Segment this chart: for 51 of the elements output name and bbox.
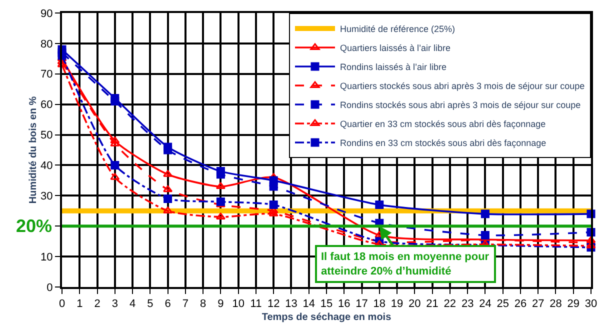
x-tick-label: 26 xyxy=(514,298,527,310)
x-tick-label: 7 xyxy=(182,298,188,310)
x-tick-label: 27 xyxy=(532,298,544,310)
x-tick-label: 9 xyxy=(218,298,224,310)
x-tick-label: 14 xyxy=(302,298,315,310)
y-tick-label: 50 xyxy=(40,130,53,142)
x-tick-label: 19 xyxy=(390,298,404,310)
x-tick-label: 2 xyxy=(94,298,100,310)
x-tick-label: 3 xyxy=(112,298,118,310)
y-tick-label: 0 xyxy=(46,282,53,294)
x-tick-label: 21 xyxy=(426,298,438,310)
x-tick-label: 10 xyxy=(232,298,244,310)
x-tick-label: 18 xyxy=(373,298,386,310)
x-tick-label: 1 xyxy=(76,298,83,310)
x-tick-label: 29 xyxy=(567,298,580,310)
x-tick-label: 23 xyxy=(461,298,474,310)
y-tick-label: 80 xyxy=(40,38,53,50)
legend-label: Quartiers stockés sous abri après 3 mois de séjour sur coupe xyxy=(340,81,585,92)
x-tick-label: 15 xyxy=(320,298,333,310)
x-axis-title: Temps de séchage en mois xyxy=(262,312,392,324)
x-tick-label: 0 xyxy=(58,298,66,310)
y-tick-label: 10 xyxy=(40,251,53,264)
x-tick-label: 20 xyxy=(408,298,421,310)
x-tick-label: 13 xyxy=(285,298,298,310)
legend-label: Rondins en 33 cm stockés sous abri dès façonnage xyxy=(340,138,546,148)
annotation: Il faut 18 mois en moyenne pour atteindre 20% d’humidité xyxy=(321,251,490,278)
y-axis-title: Humidité du bois en % xyxy=(28,96,40,204)
x-tick-label: 8 xyxy=(200,298,206,310)
y-tick-label: 40 xyxy=(40,160,53,172)
x-tick-label: 5 xyxy=(147,298,154,310)
x-tick-label: 22 xyxy=(444,298,456,310)
x-tick-label: 28 xyxy=(550,298,562,310)
x-tick-label: 17 xyxy=(356,298,368,310)
y-tick-label: 30 xyxy=(40,190,53,203)
x-tick-label: 16 xyxy=(338,298,350,310)
legend-label: Quartiers laissés à l’air libre xyxy=(340,43,451,54)
legend-label: Rondins laissés à l’air libre xyxy=(340,62,447,72)
x-tick-label: 11 xyxy=(250,298,262,310)
x-tick-label: 6 xyxy=(164,298,171,310)
x-tick-label: 4 xyxy=(129,298,136,310)
legend-label: Humidité de référence (25%) xyxy=(340,24,456,34)
y-tick-label: 70 xyxy=(40,68,53,81)
x-tick-label: 25 xyxy=(496,298,509,310)
legend-label: Quartier en 33 cm stockés sous abri dès façonnage xyxy=(340,119,546,130)
x-tick-label: 30 xyxy=(584,298,598,310)
y-tick-label: 90 xyxy=(40,8,53,20)
x-tick-label: 12 xyxy=(267,298,280,310)
ref-line-label: 20% xyxy=(16,216,52,236)
legend-label: Rondins stockés sous abri après 3 mois de séjour sur coupe xyxy=(340,100,581,110)
y-tick-label: 60 xyxy=(40,99,53,112)
x-tick-label: 24 xyxy=(479,298,492,310)
